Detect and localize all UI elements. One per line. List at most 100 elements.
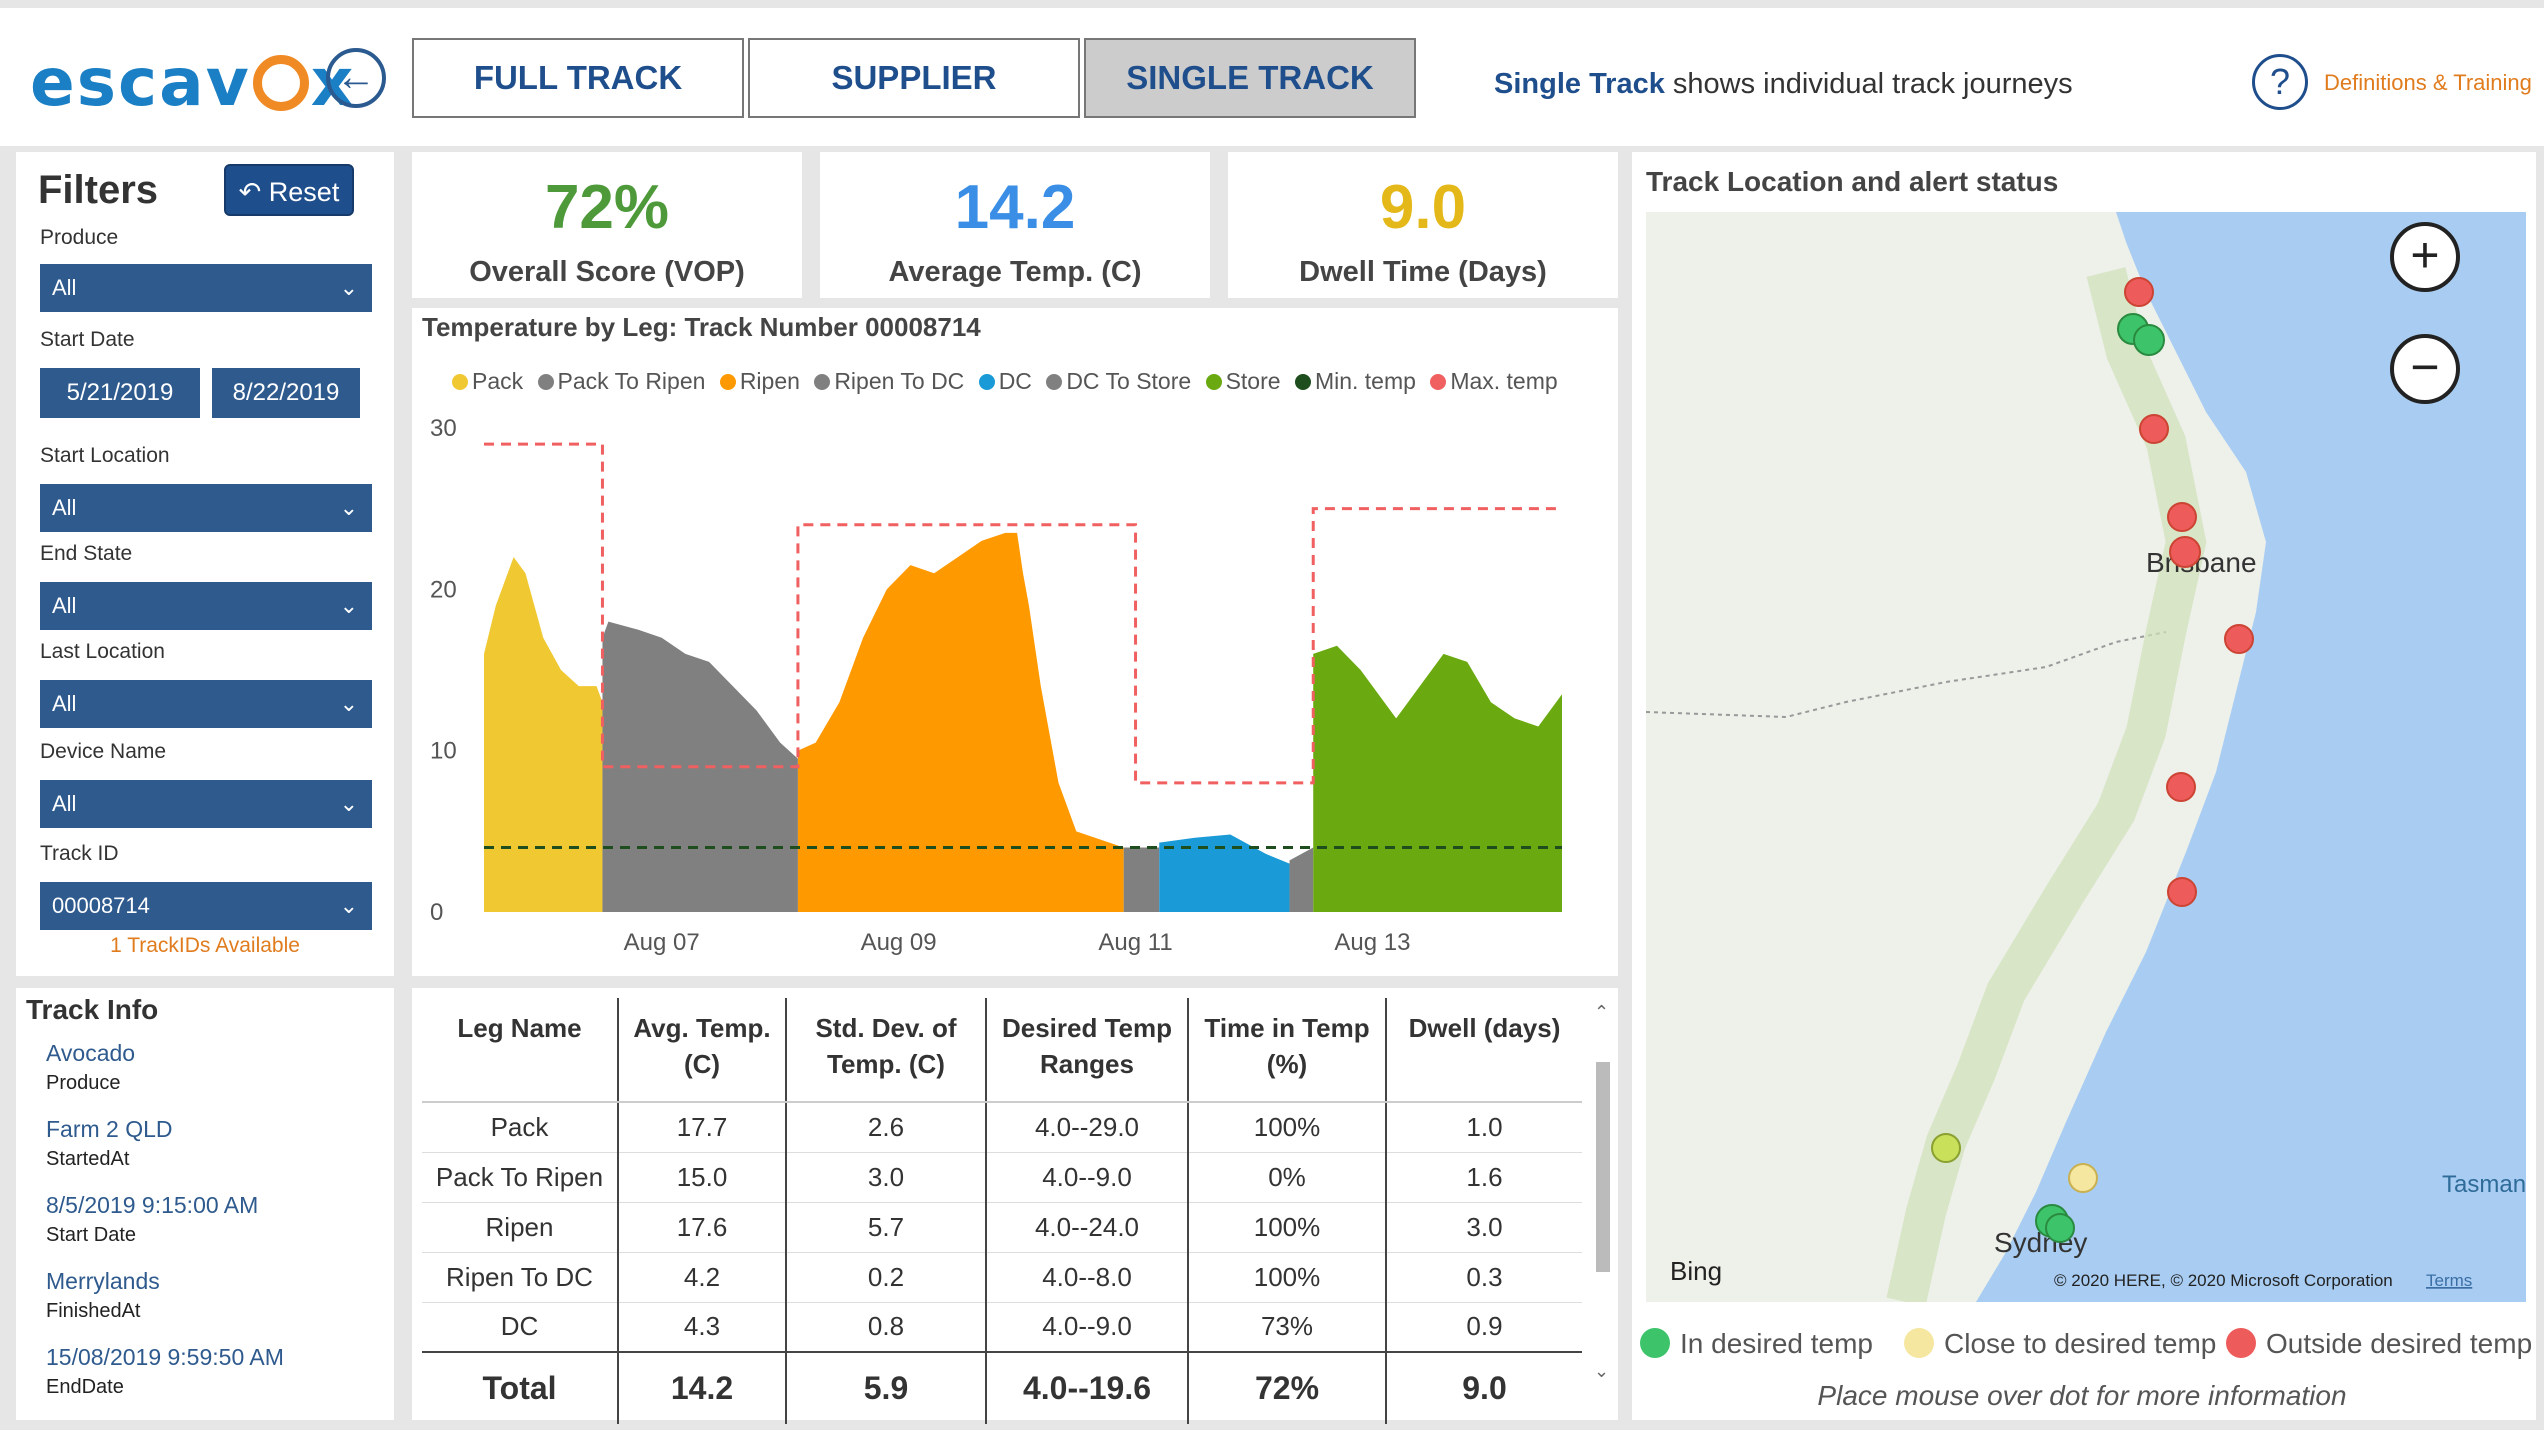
table-cell: 5.9	[786, 1351, 987, 1424]
start-location-label: Start Location	[40, 444, 170, 467]
legend-item[interactable]: Min. temp	[1294, 368, 1416, 395]
legend-item[interactable]: DC	[978, 368, 1032, 395]
scroll-up-icon[interactable]: ⌃	[1594, 1002, 1610, 1022]
x-tick-label: Aug 09	[861, 929, 937, 956]
y-tick-label: 30	[430, 415, 457, 442]
track-info-label: StartedAt	[46, 1148, 130, 1170]
reset-button[interactable]: ↶ Reset	[224, 164, 354, 216]
map-dot-outside[interactable]	[2224, 624, 2254, 654]
table-cell: 4.0--9.0	[986, 1302, 1189, 1353]
legend-label: Pack To Ripen	[557, 368, 706, 394]
column-header[interactable]: Leg Name	[422, 998, 619, 1103]
table-cell: 4.0--9.0	[986, 1152, 1189, 1203]
track-info-value: Avocado	[46, 1040, 136, 1066]
device-name-dropdown[interactable]: All ⌄	[40, 780, 372, 828]
map-label-tasman: Tasman	[2442, 1171, 2526, 1198]
table-cell: 72%	[1188, 1351, 1387, 1424]
temperature-chart[interactable]: 0 10 20 30 Aug 07 Aug 09 Aug 11 Aug 13	[412, 308, 1618, 976]
table-cell: 14.2	[618, 1351, 787, 1424]
map-dot-outside[interactable]	[2124, 277, 2154, 307]
table-cell: 0.8	[786, 1302, 987, 1353]
area-pack	[484, 557, 603, 912]
tab-supplier[interactable]: SUPPLIER	[748, 38, 1080, 118]
map-dot-outside[interactable]	[2167, 877, 2197, 907]
chevron-down-icon: ⌄	[339, 495, 358, 520]
table-scrollbar[interactable]: ⌃ ⌄	[1592, 1002, 1614, 1382]
column-header[interactable]: Std. Dev. of Temp. (C)	[786, 998, 987, 1103]
kpi-card-vop: 72% Overall Score (VOP)	[412, 152, 802, 298]
legend-item[interactable]: Pack	[452, 368, 523, 395]
back-arrow-icon[interactable]: ←	[326, 48, 386, 108]
produce-dropdown[interactable]: All ⌄	[40, 264, 372, 312]
minus-icon[interactable]: −	[2390, 334, 2460, 404]
page-tagline: Single Track shows individual track jour…	[1494, 68, 2073, 101]
track-id-dropdown[interactable]: 00008714 ⌄	[40, 882, 372, 930]
end-state-dropdown[interactable]: All ⌄	[40, 582, 372, 630]
legend-label: Min. temp	[1314, 368, 1416, 394]
legend-item[interactable]: DC To Store	[1046, 368, 1191, 395]
table-cell: 5.7	[786, 1202, 987, 1253]
map-panel: Track Location and alert status Brisbane…	[1632, 152, 2536, 1420]
map-ocean	[1976, 212, 2526, 1302]
map-dot-outside[interactable]	[2167, 502, 2197, 532]
start-date-from-input[interactable]: 5/21/2019	[40, 368, 200, 418]
legend-item[interactable]: Pack To Ripen	[537, 368, 706, 395]
table-row[interactable]: Pack To Ripen 15.0 3.0 4.0--9.0 0% 1.6	[422, 1152, 1582, 1203]
table-cell: 100%	[1188, 1252, 1387, 1303]
table-cell: Pack To Ripen	[422, 1152, 619, 1203]
map-dot-close[interactable]	[1931, 1133, 1961, 1163]
table-row[interactable]: Ripen To DC 4.2 0.2 4.0--8.0 100% 0.3	[422, 1252, 1582, 1303]
start-location-dropdown[interactable]: All ⌄	[40, 484, 372, 532]
legend-item[interactable]: Ripen To DC	[814, 368, 964, 395]
tab-single-track[interactable]: SINGLE TRACK	[1084, 38, 1416, 118]
chevron-down-icon: ⌄	[339, 275, 358, 300]
column-header[interactable]: Desired Temp Ranges	[986, 998, 1189, 1103]
table-row[interactable]: Pack 17.7 2.6 4.0--29.0 100% 1.0	[422, 1102, 1582, 1153]
y-tick-label: 20	[430, 576, 457, 603]
plus-icon[interactable]: +	[2390, 222, 2460, 292]
table-row[interactable]: DC 4.3 0.8 4.0--9.0 73% 0.9	[422, 1302, 1582, 1353]
table-cell: 0.9	[1386, 1302, 1582, 1353]
map-dot-close[interactable]	[2068, 1163, 2098, 1193]
map-dot-in[interactable]	[2045, 1213, 2075, 1243]
last-location-dropdown[interactable]: All ⌄	[40, 680, 372, 728]
table-cell: 0.3	[1386, 1252, 1582, 1303]
map-legend-item: In desired temp	[1640, 1328, 1873, 1360]
area-store	[1313, 645, 1562, 912]
y-tick-label: 0	[430, 899, 443, 926]
trackids-available-text: 1 TrackIDs Available	[110, 934, 300, 957]
column-header[interactable]: Avg. Temp. (C)	[618, 998, 787, 1103]
tab-full-track[interactable]: FULL TRACK	[412, 38, 744, 118]
table-cell: 3.0	[786, 1152, 987, 1203]
column-header[interactable]: Time in Temp (%)	[1188, 998, 1387, 1103]
table-row[interactable]: Ripen 17.6 5.7 4.0--24.0 100% 3.0	[422, 1202, 1582, 1253]
map-dot-outside[interactable]	[2169, 536, 2201, 568]
map-terms-link[interactable]: Terms	[2426, 1271, 2472, 1290]
column-header[interactable]: Dwell (days)	[1386, 998, 1582, 1103]
table-cell: 17.6	[618, 1202, 787, 1253]
filters-panel: Filters ↶ Reset Produce All ⌄ Start Date …	[16, 152, 394, 976]
reset-icon: ↶	[238, 177, 262, 207]
kpi-value: 72%	[544, 173, 670, 242]
question-icon[interactable]: ?	[2252, 54, 2308, 110]
max-temp-line	[484, 442, 1562, 785]
definitions-training-link[interactable]: Definitions & Training	[2324, 70, 2532, 95]
track-id-label: Track ID	[40, 842, 119, 865]
start-date-to-input[interactable]: 8/22/2019	[212, 368, 360, 418]
end-state-label: End State	[40, 542, 133, 565]
last-location-value: All	[52, 691, 77, 716]
last-location-label: Last Location	[40, 640, 165, 663]
legend-item[interactable]: Ripen	[719, 368, 800, 395]
scroll-down-icon[interactable]: ⌄	[1594, 1361, 1610, 1381]
track-map[interactable]: Brisbane Sydney Tasman Bing © 2020 HERE,…	[1646, 212, 2526, 1302]
kpi-card-avg-temp: 14.2 Average Temp. (C)	[820, 152, 1210, 298]
table-cell: Pack	[422, 1102, 619, 1153]
table-cell: Total	[422, 1351, 619, 1424]
map-dot-in[interactable]	[2133, 324, 2165, 356]
legend-label: Max. temp	[1450, 368, 1558, 394]
map-dot-outside[interactable]	[2166, 772, 2196, 802]
legend-item[interactable]: Store	[1205, 368, 1281, 395]
map-dot-outside[interactable]	[2139, 414, 2169, 444]
legend-item[interactable]: Max. temp	[1430, 368, 1558, 395]
scrollbar-thumb[interactable]	[1596, 1062, 1610, 1272]
